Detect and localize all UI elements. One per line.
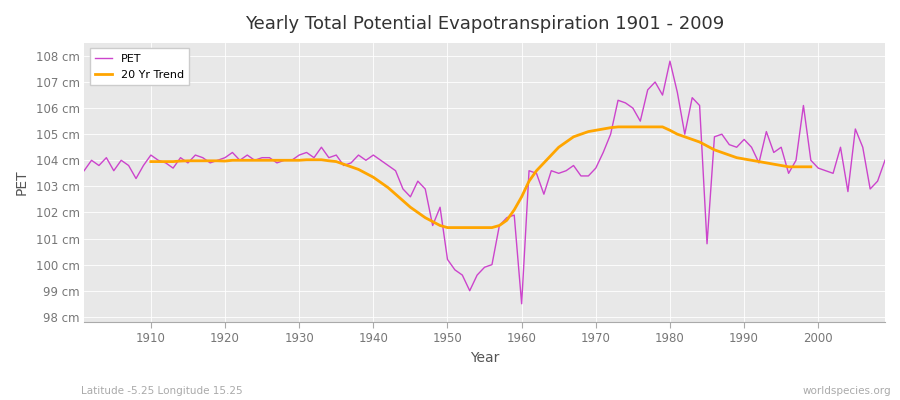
PET [508, 213, 519, 218]
Title: Yearly Total Potential Evapotranspiration 1901 - 2009: Yearly Total Potential Evapotranspiratio… [245, 15, 724, 33]
Line: PET: PET [84, 61, 885, 304]
Legend: PET, 20 Yr Trend: PET, 20 Yr Trend [90, 48, 190, 85]
20 Yr Trend [146, 159, 157, 164]
X-axis label: Year: Year [470, 351, 500, 365]
20 Yr Trend [442, 225, 453, 230]
PET [517, 301, 527, 306]
PET [879, 158, 890, 163]
20 Yr Trend [806, 164, 816, 169]
PET [302, 150, 312, 155]
20 Yr Trend [620, 124, 631, 129]
20 Yr Trend [724, 153, 734, 158]
Line: 20 Yr Trend: 20 Yr Trend [151, 127, 811, 228]
Text: Latitude -5.25 Longitude 15.25: Latitude -5.25 Longitude 15.25 [81, 386, 243, 396]
20 Yr Trend [613, 124, 624, 129]
PET [138, 163, 148, 168]
PET [613, 98, 624, 103]
Text: worldspecies.org: worldspecies.org [803, 386, 891, 396]
PET [346, 160, 356, 165]
Y-axis label: PET: PET [15, 170, 29, 195]
20 Yr Trend [346, 164, 356, 169]
PET [664, 59, 675, 64]
20 Yr Trend [790, 164, 801, 169]
20 Yr Trend [709, 148, 720, 152]
PET [524, 168, 535, 173]
PET [78, 168, 89, 173]
20 Yr Trend [234, 158, 245, 163]
